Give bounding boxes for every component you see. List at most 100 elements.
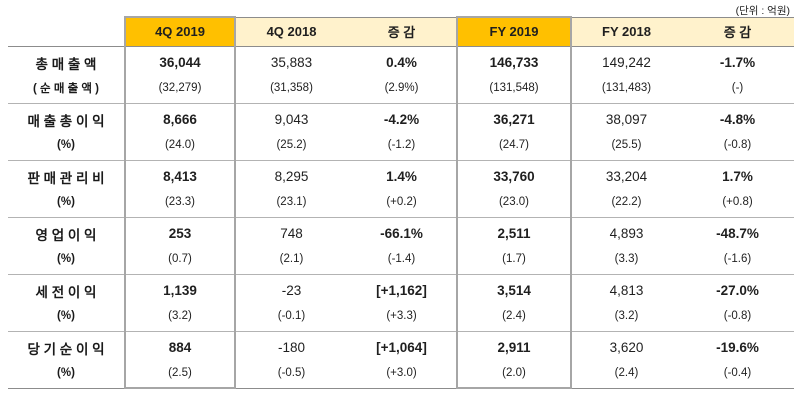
table-subrow: ( 순 매 출 액 ) (32,279) (31,358) (2.9%) (13…: [8, 77, 794, 104]
row-sublabel: ( 순 매 출 액 ): [8, 77, 125, 104]
row-label: 당 기 순 이 익: [27, 341, 105, 357]
cell-4q2019: 36,044: [124, 46, 236, 77]
subcell-4q2018: (-0.1): [235, 305, 347, 332]
cell-fy2019: 36,271: [456, 103, 572, 134]
header-fy2018: FY 2018: [571, 16, 681, 47]
table-row: 당 기 순 이 익 884 -180 [+1,064] 2,911 3,620 …: [8, 331, 794, 362]
cell-4q2018: 35,883: [270, 55, 313, 71]
cell-qoq-change: -4.2%: [383, 112, 420, 128]
cell-yoy-change: -1.7%: [719, 55, 756, 71]
table-row: 매 출 총 이 익 8,666 9,043 -4.2% 36,271 38,09…: [8, 103, 794, 134]
subcell-fy2018: (22.2): [571, 191, 681, 218]
cell-fy2018: 38,097: [605, 112, 648, 128]
cell-fy2019: 3,514: [456, 274, 572, 305]
subcell-4q2018: (2.1): [235, 248, 347, 275]
row-sublabel: (%): [8, 191, 125, 218]
header-4q2019: 4Q 2019: [124, 16, 236, 47]
subcell-qoq-change: (-1.4): [347, 248, 457, 275]
cell-fy2018: 3,620: [609, 340, 644, 356]
row-label: 영 업 이 익: [35, 227, 97, 243]
subcell-fy2019: (1.7): [456, 248, 572, 275]
table-row: 총 매 출 액 36,044 35,883 0.4% 146,733 149,2…: [8, 46, 794, 77]
subcell-qoq-change: (2.9%): [347, 77, 457, 104]
row-sublabel: (%): [8, 134, 125, 161]
header-yoy-change: 증 감: [681, 16, 794, 47]
cell-yoy-change: -4.8%: [719, 112, 756, 128]
cell-4q2018: -180: [277, 340, 306, 356]
subcell-qoq-change: (-1.2): [347, 134, 457, 161]
cell-yoy-change: -27.0%: [716, 283, 759, 299]
cell-qoq-change: [+1,064]: [376, 340, 427, 356]
subcell-yoy-change: (-0.4): [681, 362, 794, 389]
cell-4q2018: -23: [281, 283, 302, 299]
subcell-4q2019: (24.0): [124, 134, 236, 161]
table-row: 영 업 이 익 253 748 -66.1% 2,511 4,893 -48.7…: [8, 217, 794, 248]
subcell-4q2019: (0.7): [124, 248, 236, 275]
subcell-yoy-change: (-1.6): [681, 248, 794, 275]
row-sublabel: (%): [8, 305, 125, 332]
cell-qoq-change: 0.4%: [386, 55, 417, 71]
table-row: 세 전 이 익 1,139 -23 [+1,162] 3,514 4,813 -…: [8, 274, 794, 305]
subcell-4q2019: (32,279): [124, 77, 236, 104]
unit-note: (단위 : 억원): [735, 5, 790, 17]
cell-qoq-change: 1.4%: [386, 169, 417, 185]
cell-fy2019: 2,911: [456, 331, 572, 362]
row-sublabel: (%): [8, 248, 125, 275]
cell-yoy-change: -48.7%: [716, 226, 759, 242]
header-blank-cell: [8, 17, 125, 47]
row-label: 판 매 관 리 비: [27, 170, 105, 186]
cell-4q2019: 8,666: [124, 103, 236, 134]
cell-4q2018: 748: [280, 226, 303, 242]
cell-fy2019: 33,760: [456, 160, 572, 191]
table-subrow: (%) (2.5) (-0.5) (+3.0) (2.0) (2.4) (-0.…: [8, 362, 794, 389]
subcell-fy2019: (131,548): [456, 77, 572, 104]
subcell-fy2019: (2.0): [456, 362, 572, 389]
cell-fy2018: 4,813: [609, 283, 644, 299]
row-group-sgna: 판 매 관 리 비 8,413 8,295 1.4% 33,760 33,204…: [8, 160, 794, 218]
row-label: 총 매 출 액: [35, 56, 97, 72]
financial-results-table: 4Q 2019 4Q 2018 증 감 FY 2019 FY 2018 증 감 …: [8, 16, 794, 389]
row-sublabel: (%): [8, 362, 125, 389]
row-group-operating-profit: 영 업 이 익 253 748 -66.1% 2,511 4,893 -48.7…: [8, 217, 794, 275]
table-subrow: (%) (0.7) (2.1) (-1.4) (1.7) (3.3) (-1.6…: [8, 248, 794, 275]
table-subrow: (%) (24.0) (25.2) (-1.2) (24.7) (25.5) (…: [8, 134, 794, 161]
subcell-4q2018: (-0.5): [235, 362, 347, 389]
subcell-4q2018: (23.1): [235, 191, 347, 218]
row-label: 세 전 이 익: [35, 284, 97, 300]
row-group-net-income: 당 기 순 이 익 884 -180 [+1,064] 2,911 3,620 …: [8, 331, 794, 389]
subcell-fy2019: (23.0): [456, 191, 572, 218]
cell-qoq-change: [+1,162]: [376, 283, 427, 299]
subcell-yoy-change: (-0.8): [681, 134, 794, 161]
cell-fy2019: 2,511: [456, 217, 572, 248]
subcell-fy2019: (24.7): [456, 134, 572, 161]
header-fy2019: FY 2019: [456, 16, 572, 47]
row-label: 매 출 총 이 익: [27, 113, 105, 129]
cell-4q2019: 1,139: [124, 274, 236, 305]
header-qoq-change: 증 감: [347, 16, 457, 47]
cell-fy2018: 149,242: [602, 55, 651, 71]
subcell-4q2018: (25.2): [235, 134, 347, 161]
cell-fy2018: 4,893: [609, 226, 644, 242]
subcell-4q2018: (31,358): [235, 77, 347, 104]
subcell-qoq-change: (+3.0): [347, 362, 457, 389]
subcell-fy2018: (3.3): [571, 248, 681, 275]
row-group-total-revenue: 총 매 출 액 36,044 35,883 0.4% 146,733 149,2…: [8, 46, 794, 104]
subcell-yoy-change: (-): [681, 77, 794, 104]
cell-4q2019: 8,413: [124, 160, 236, 191]
cell-fy2018: 33,204: [605, 169, 648, 185]
subcell-fy2019: (2.4): [456, 305, 572, 332]
cell-yoy-change: 1.7%: [722, 169, 753, 185]
header-4q2018: 4Q 2018: [235, 16, 347, 47]
cell-qoq-change: -66.1%: [380, 226, 423, 242]
subcell-fy2018: (131,483): [571, 77, 681, 104]
cell-4q2018: 9,043: [274, 112, 309, 128]
subcell-qoq-change: (+3.3): [347, 305, 457, 332]
subcell-qoq-change: (+0.2): [347, 191, 457, 218]
subcell-4q2019: (2.5): [124, 362, 236, 389]
subcell-4q2019: (23.3): [124, 191, 236, 218]
subcell-fy2018: (2.4): [571, 362, 681, 389]
table-subrow: (%) (23.3) (23.1) (+0.2) (23.0) (22.2) (…: [8, 191, 794, 218]
cell-4q2019: 253: [124, 217, 236, 248]
table-subrow: (%) (3.2) (-0.1) (+3.3) (2.4) (3.2) (-0.…: [8, 305, 794, 332]
subcell-fy2018: (3.2): [571, 305, 681, 332]
